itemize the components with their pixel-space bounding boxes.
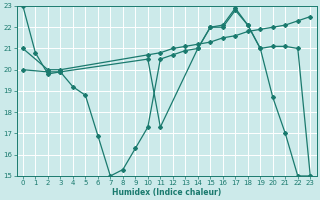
X-axis label: Humidex (Indice chaleur): Humidex (Indice chaleur) [112, 188, 221, 197]
